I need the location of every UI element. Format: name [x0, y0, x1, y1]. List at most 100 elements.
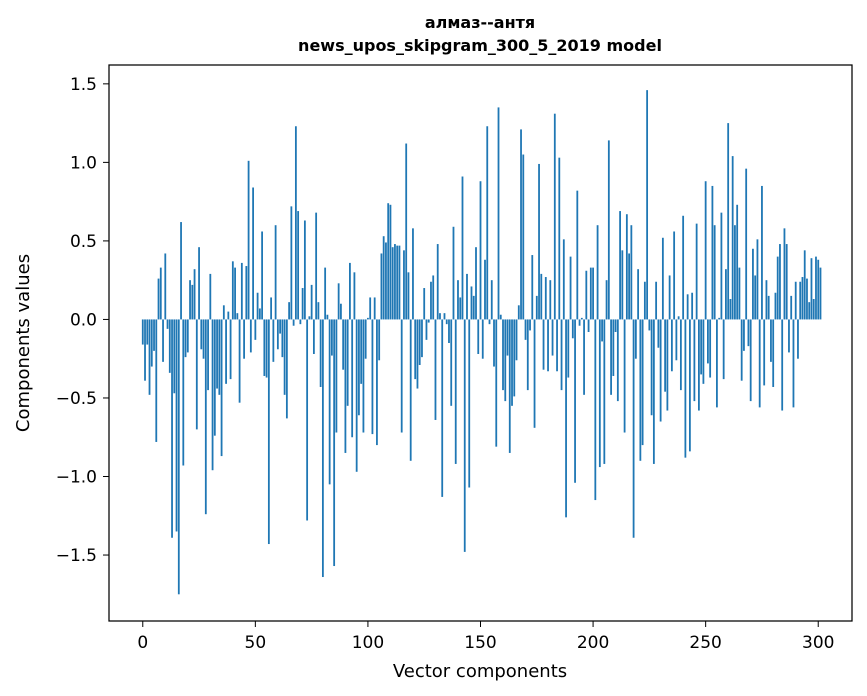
- bar: [506, 319, 509, 356]
- bar: [648, 319, 651, 331]
- bar: [806, 278, 808, 320]
- bar: [202, 319, 205, 359]
- bar: [508, 319, 511, 453]
- bar: [337, 283, 340, 320]
- bar: [819, 267, 822, 320]
- bar: [198, 247, 200, 320]
- bar: [583, 319, 585, 395]
- bar: [639, 319, 642, 461]
- bar: [504, 319, 507, 402]
- bar: [531, 255, 534, 320]
- bar: [358, 319, 360, 416]
- y-axis-label: Components values: [13, 254, 34, 432]
- y-tick-label: −1.0: [56, 468, 97, 488]
- bar: [371, 319, 374, 435]
- bar: [349, 262, 351, 320]
- bar: [279, 319, 282, 334]
- bar: [290, 206, 293, 320]
- bar: [425, 319, 428, 340]
- bar: [391, 247, 394, 320]
- bar: [412, 228, 414, 320]
- bar: [432, 275, 435, 320]
- bars-group: [141, 90, 822, 595]
- bar: [389, 204, 392, 320]
- x-tick-label: 100: [352, 633, 384, 653]
- bar: [740, 319, 743, 381]
- bar: [466, 273, 468, 320]
- bar: [499, 314, 502, 320]
- bar: [702, 319, 705, 384]
- bar: [727, 123, 730, 320]
- bar: [423, 288, 426, 320]
- bar: [799, 281, 802, 320]
- bar: [666, 319, 669, 411]
- bar: [781, 319, 784, 411]
- bar: [535, 295, 538, 320]
- bar: [614, 319, 617, 332]
- bar: [220, 319, 223, 457]
- x-tick-label: 0: [137, 633, 148, 653]
- bar: [610, 319, 612, 395]
- bar: [569, 256, 572, 320]
- bar: [603, 319, 606, 464]
- bar: [385, 242, 387, 320]
- bar: [261, 231, 263, 320]
- bar: [574, 319, 576, 483]
- bar: [736, 204, 739, 320]
- bar: [243, 319, 245, 359]
- bar: [522, 154, 525, 320]
- bar: [688, 319, 691, 452]
- bar: [315, 212, 318, 320]
- bar: [200, 319, 203, 350]
- bar: [157, 278, 160, 320]
- bar: [468, 319, 471, 488]
- bar: [222, 305, 225, 320]
- x-tick-label: 150: [464, 633, 496, 653]
- bar: [394, 244, 396, 320]
- bar: [281, 319, 284, 358]
- bar: [367, 317, 369, 320]
- bar: [144, 319, 146, 381]
- bar: [738, 267, 741, 320]
- bar: [276, 319, 279, 350]
- bar: [747, 319, 750, 347]
- bar: [479, 181, 482, 320]
- bar: [659, 319, 662, 422]
- x-axis-label: Vector components: [393, 661, 567, 682]
- bar: [274, 225, 277, 320]
- bar: [756, 239, 759, 320]
- x-tick-label: 300: [802, 633, 834, 653]
- bar: [675, 319, 678, 361]
- bar: [580, 317, 583, 320]
- bar: [549, 280, 552, 320]
- bar: [292, 319, 295, 326]
- bar: [382, 236, 385, 320]
- bar: [355, 319, 358, 472]
- bar: [560, 319, 563, 391]
- bar: [551, 319, 554, 356]
- chart-title-line-1: алмаз--антя: [425, 13, 535, 32]
- bar: [177, 319, 180, 595]
- bar: [186, 319, 189, 353]
- bar: [686, 294, 689, 320]
- bar: [364, 319, 367, 359]
- bar: [191, 284, 194, 320]
- bar: [720, 212, 723, 320]
- bar: [369, 297, 372, 320]
- x-tick-label: 250: [689, 633, 721, 653]
- bar: [641, 319, 644, 446]
- bar: [637, 269, 640, 320]
- bar: [263, 319, 266, 376]
- bar: [461, 176, 464, 320]
- bar: [409, 319, 412, 461]
- bar: [529, 319, 531, 331]
- bar: [547, 319, 549, 372]
- bar: [743, 319, 745, 351]
- bar: [571, 319, 574, 339]
- bar: [175, 319, 178, 532]
- bar: [211, 319, 214, 471]
- bar: [378, 319, 381, 361]
- bar: [283, 319, 286, 395]
- bar: [815, 256, 817, 320]
